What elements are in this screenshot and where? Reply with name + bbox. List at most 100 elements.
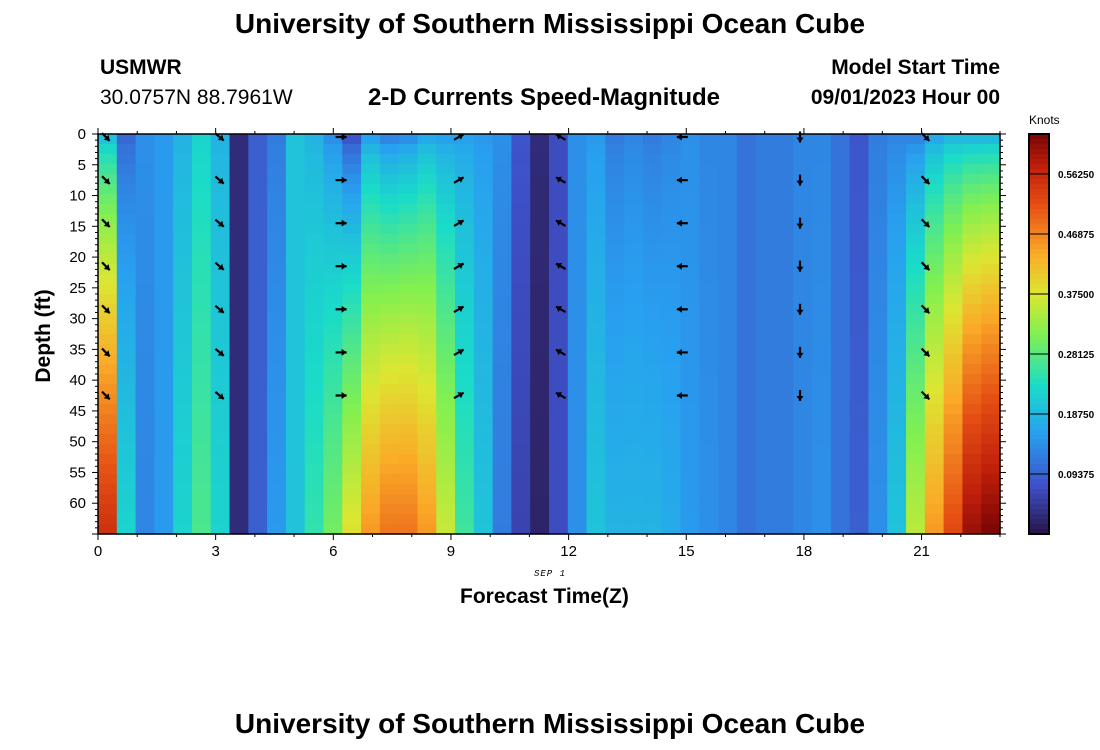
heat-cell (191, 234, 212, 245)
heat-cell (699, 474, 719, 485)
heat-cell (718, 274, 738, 285)
heat-cell (642, 414, 663, 425)
heat-cell (173, 524, 193, 535)
heat-cell (530, 404, 550, 415)
heat-cell (154, 394, 174, 405)
heat-cell (642, 464, 663, 475)
colorbar-segment (1029, 394, 1049, 400)
heat-cell (154, 364, 174, 375)
heat-cell (906, 304, 926, 315)
heat-cell (135, 254, 155, 265)
heat-cell (887, 484, 907, 495)
heat-cell (793, 474, 813, 485)
heat-cell (210, 384, 231, 395)
heat-cell (342, 334, 362, 345)
heat-cell (661, 134, 682, 145)
heat-cell (680, 434, 700, 445)
heat-cell (962, 404, 982, 415)
heat-cell (248, 134, 268, 145)
heat-cell (492, 514, 513, 525)
heat-cell (248, 294, 268, 305)
heat-cell (981, 254, 1001, 265)
heat-cell (906, 464, 926, 475)
heat-cell (116, 354, 137, 365)
heat-cell (511, 284, 531, 295)
heat-cell (624, 424, 644, 435)
heat-cell (718, 464, 738, 475)
heat-cell (492, 524, 513, 535)
heat-cell (455, 204, 475, 215)
heat-cell (774, 164, 794, 175)
heat-cell (549, 194, 569, 205)
heat-cell (116, 434, 137, 445)
heat-cell (398, 414, 419, 425)
heat-cell (642, 494, 663, 505)
heat-cell (304, 284, 325, 295)
heat-cell (605, 524, 625, 535)
colorbar-segment (1029, 359, 1049, 365)
heat-cell (116, 504, 137, 515)
heat-cell (98, 284, 118, 295)
heat-cell (830, 354, 851, 365)
heat-cell (906, 294, 926, 305)
heat-cell (116, 334, 137, 345)
heat-cell (473, 424, 494, 435)
heat-cell (135, 434, 155, 445)
heat-cell (718, 154, 738, 165)
heat-cell (624, 244, 644, 255)
heat-cell (304, 264, 325, 275)
heat-cell (699, 274, 719, 285)
heat-cell (736, 474, 757, 485)
heat-cell (248, 434, 268, 445)
heat-cell (379, 384, 400, 395)
heat-cell (210, 224, 231, 235)
heat-cell (774, 474, 794, 485)
colorbar-segment (1029, 199, 1049, 205)
heat-cell (436, 234, 456, 245)
heat-cell (680, 364, 700, 375)
heat-cell (379, 284, 400, 295)
heat-cell (398, 434, 419, 445)
heat-cell (323, 204, 343, 215)
heat-cell (624, 374, 644, 385)
heat-cell (943, 314, 964, 325)
heat-cell (135, 494, 155, 505)
heat-cell (736, 484, 757, 495)
heat-cell (887, 414, 907, 425)
heat-cell (229, 454, 249, 465)
heat-cell (304, 404, 325, 415)
heat-cell (906, 254, 926, 265)
heat-cell (906, 434, 926, 445)
heat-cell (906, 194, 926, 205)
heat-cell (154, 474, 174, 485)
heat-cell (323, 294, 343, 305)
heat-cell (567, 154, 588, 165)
heat-cell (887, 334, 907, 345)
heatmap (98, 134, 1001, 535)
heat-cell (530, 524, 550, 535)
heat-cell (924, 524, 945, 535)
heat-cell (135, 164, 155, 175)
heat-cell (116, 204, 137, 215)
heat-cell (661, 324, 682, 335)
colorbar-segment (1029, 144, 1049, 150)
heat-cell (267, 204, 287, 215)
heat-cell (586, 244, 606, 255)
heat-cell (567, 444, 588, 455)
heat-cell (492, 404, 513, 415)
heat-cell (849, 504, 870, 515)
heat-cell (154, 294, 174, 305)
heat-cell (549, 384, 569, 395)
heat-cell (530, 284, 550, 295)
heat-cell (887, 264, 907, 275)
colorbar-segment (1029, 174, 1049, 180)
heat-cell (755, 364, 776, 375)
heat-cell (774, 314, 794, 325)
heat-cell (830, 184, 851, 195)
heat-cell (135, 354, 155, 365)
heat-cell (906, 154, 926, 165)
heat-cell (511, 164, 531, 175)
heat-cell (98, 434, 118, 445)
heat-cell (906, 224, 926, 235)
heat-cell (812, 484, 832, 495)
